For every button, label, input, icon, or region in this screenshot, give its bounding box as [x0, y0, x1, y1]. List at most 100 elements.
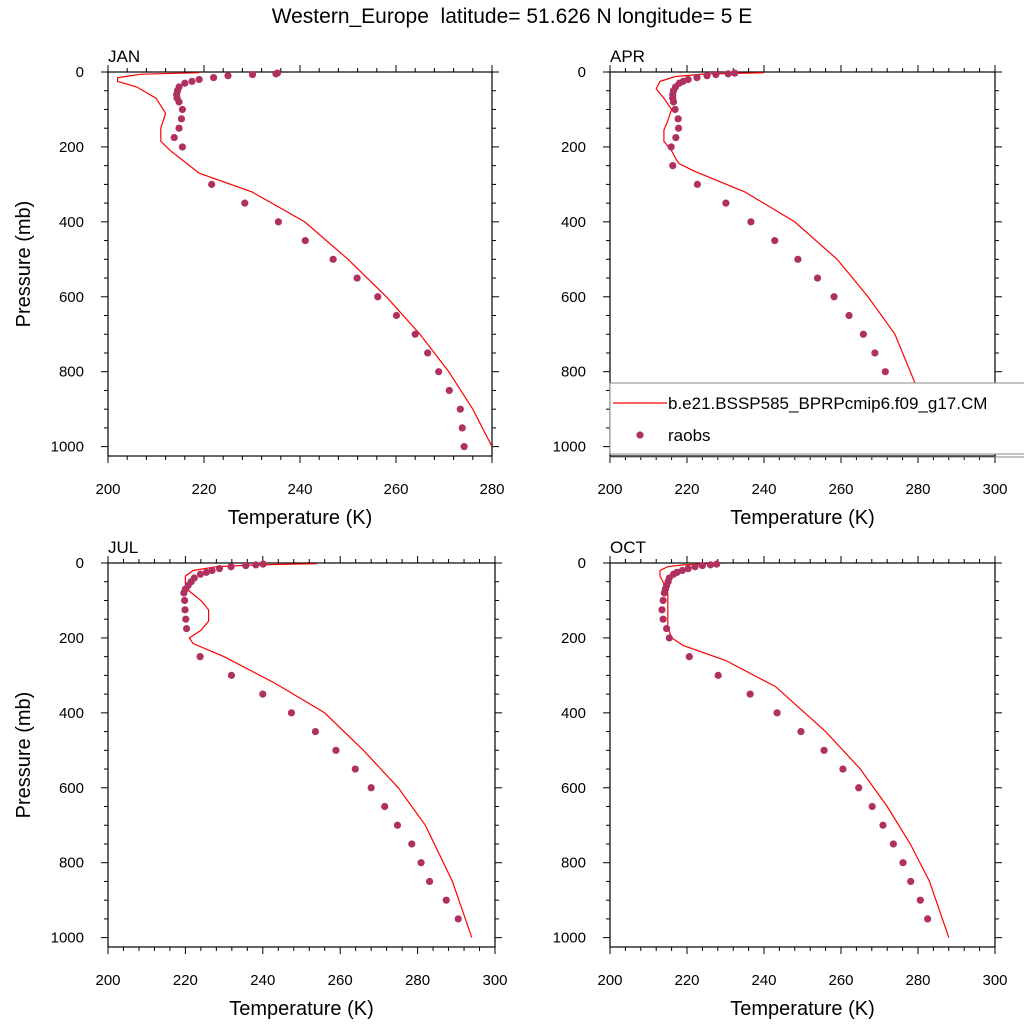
raobs-point [845, 311, 853, 320]
y-tick-label: 0 [578, 64, 586, 81]
raobs-point [706, 561, 715, 569]
plot-frame [107, 71, 493, 457]
raobs-point [227, 671, 236, 679]
y-tick-label: 800 [59, 855, 84, 872]
raobs-point [180, 589, 188, 597]
x-axis-title: Temperature (K) [730, 998, 875, 1020]
raobs-point [188, 77, 196, 85]
raobs-point [224, 72, 232, 80]
model-profile-line [184, 563, 473, 938]
raobs-point [879, 821, 887, 829]
raobs-point [195, 75, 203, 84]
raobs-point [714, 671, 722, 679]
y-axis-title: Pressure (mb) [13, 201, 35, 328]
raobs-point [196, 570, 205, 578]
raobs-point [672, 133, 680, 142]
raobs-point [460, 443, 468, 451]
y-tick-label: 600 [561, 289, 586, 306]
raobs-point [392, 311, 401, 320]
raobs-point [181, 606, 189, 614]
raobs-point [351, 765, 359, 773]
x-tick-label: 260 [828, 481, 853, 498]
x-axis-title: Temperature (K) [229, 998, 374, 1020]
raobs-point [252, 561, 260, 569]
panel-title: APR [610, 47, 645, 66]
raobs-point [311, 727, 320, 736]
raobs-point [458, 424, 466, 432]
y-tick-label: 1000 [51, 439, 84, 456]
raobs-point [381, 802, 389, 811]
raobs-point [684, 565, 692, 573]
x-tick-label: 220 [191, 481, 216, 498]
x-tick-label: 220 [173, 972, 198, 989]
plot-frame [609, 562, 996, 948]
raobs-point [259, 560, 267, 568]
raobs-point [773, 709, 781, 717]
raobs-point [797, 727, 805, 736]
raobs-point [907, 877, 915, 886]
x-tick-label: 260 [328, 972, 353, 989]
model-profile-line [659, 563, 950, 938]
y-tick-label: 800 [561, 364, 586, 381]
raobs-point [442, 896, 450, 904]
x-tick-label: 280 [405, 972, 430, 989]
plot-frame [609, 71, 996, 457]
x-tick-label: 280 [479, 481, 504, 498]
raobs-point [693, 180, 701, 188]
raobs-point [855, 784, 863, 792]
raobs-point [210, 74, 218, 82]
raobs-point [660, 589, 668, 597]
raobs-point [287, 709, 296, 717]
x-tick-label: 240 [250, 972, 275, 989]
raobs-point [227, 563, 235, 571]
raobs-point [674, 124, 683, 132]
y-tick-label: 1000 [51, 930, 84, 947]
raobs-point [196, 653, 204, 661]
model-profile-line [116, 72, 492, 447]
raobs-point [417, 859, 425, 867]
raobs-point [367, 784, 375, 792]
y-tick-label: 1000 [553, 439, 586, 456]
y-tick-label: 600 [59, 289, 84, 306]
y-tick-label: 200 [561, 139, 586, 156]
x-tick-label: 300 [982, 481, 1007, 498]
raobs-point [674, 115, 682, 123]
x-tick-label: 240 [287, 481, 312, 498]
raobs-point [215, 565, 224, 573]
raobs-point [182, 615, 190, 623]
x-tick-label: 200 [597, 481, 622, 498]
y-tick-label: 400 [561, 214, 586, 231]
y-tick-label: 200 [59, 630, 84, 647]
raobs-point [425, 877, 434, 886]
panel-jul: JUL 0 200 400 600 800 1000 200 220 240 260 280 300 Te… [13, 538, 508, 1020]
raobs-point [659, 615, 667, 623]
x-axis-title: Temperature (K) [730, 507, 875, 529]
raobs-point [259, 690, 267, 698]
raobs-point [693, 74, 701, 82]
raobs-point [435, 368, 443, 376]
raobs-point [698, 562, 707, 570]
raobs-point [703, 72, 711, 80]
y-tick-label: 600 [59, 780, 84, 797]
legend-model-label: b.e21.BSSP585_BPRPcmip6.f09_g17.CM [668, 394, 987, 413]
raobs-point [456, 405, 464, 413]
raobs-point [178, 105, 186, 114]
raobs-point [181, 79, 189, 87]
x-tick-label: 200 [95, 972, 120, 989]
raobs-point [408, 840, 416, 848]
raobs-point [454, 915, 462, 923]
raobs-point [820, 746, 828, 754]
x-tick-label: 260 [828, 972, 853, 989]
x-tick-label: 300 [482, 972, 507, 989]
raobs-point [272, 70, 280, 78]
y-tick-label: 400 [561, 705, 586, 722]
y-tick-label: 600 [561, 780, 586, 797]
raobs-point [241, 199, 249, 207]
raobs-point [178, 143, 186, 151]
raobs-point [794, 255, 802, 263]
raobs-point [248, 71, 257, 79]
x-axis-title: Temperature (K) [228, 507, 373, 529]
raobs-point [746, 690, 754, 698]
raobs-point [899, 859, 907, 867]
